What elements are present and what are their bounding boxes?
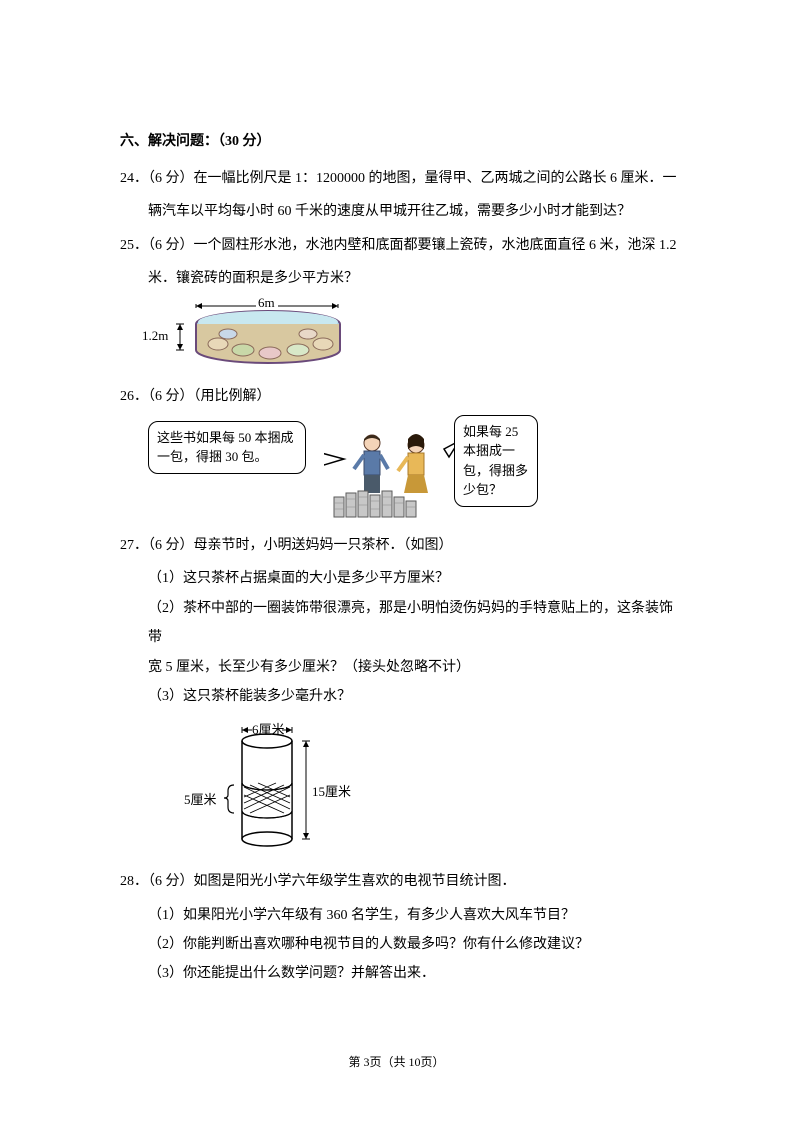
cup-top-label: 6厘米 (252, 719, 285, 738)
q24-line2: 辆汽车以平均每小时 60 千米的速度从甲城开往乙城，需要多少小时才能到达？ (120, 197, 683, 226)
question-28: 28．（6 分）如图是阳光小学六年级学生喜欢的电视节目统计图． (120, 867, 683, 896)
q27-sub2b: 宽 5 厘米，长至少有多少厘米？（接头处忽略不计） (120, 653, 683, 682)
figure-cup: 6厘米 15厘米 5厘米 (180, 717, 380, 857)
page-footer: 第 3页（共 10页） (0, 1053, 793, 1070)
question-25: 25．（6 分）一个圆柱形水池，水池内壁和底面都要镶上瓷砖，水池底面直径 6 米… (120, 231, 683, 260)
section-title: 六、解决问题：（30 分） (120, 130, 683, 150)
bubble-left: 这些书如果每 50 本捆成一包，得捆 30 包。 (148, 421, 306, 474)
q28-label: 28．（6 分） (120, 874, 194, 889)
q27-sub2a: （2）茶杯中部的一圈装饰带很漂亮，那是小明怕烫伤妈妈的手特意贴上的，这条装饰带 (120, 594, 683, 653)
q27-sub3: （3）这只茶杯能装多少毫升水？ (120, 682, 683, 711)
q28-sub1: （1）如果阳光小学六年级有 360 名学生，有多少人喜欢大风车节目？ (120, 901, 683, 930)
question-27: 27．（6 分）母亲节时，小明送妈妈一只茶杯．（如图） (120, 531, 683, 560)
pool-height-label: 1.2m (142, 328, 168, 344)
question-26: 26．（6 分）（用比例解） (120, 382, 683, 411)
figure-pool: 6m 1.2m (138, 298, 683, 376)
question-24: 24．（6 分）在一幅比例尺是 1：1200000 的地图，量得甲、乙两城之间的… (120, 164, 683, 193)
q27-sub1: （1）这只茶杯占据桌面的大小是多少平方厘米？ (120, 564, 683, 593)
q25-text1: 一个圆柱形水池，水池内壁和底面都要镶上瓷砖，水池底面直径 6 米，池深 1.2 (194, 238, 677, 253)
q28-text: 如图是阳光小学六年级学生喜欢的电视节目统计图． (194, 874, 516, 889)
people-svg (324, 421, 454, 521)
pool-width-label: 6m (258, 295, 275, 311)
q24-text1: 在一幅比例尺是 1：1200000 的地图，量得甲、乙两城之间的公路长 6 厘米… (194, 171, 677, 186)
cup-left-label: 5厘米 (184, 789, 217, 808)
pool-svg (138, 298, 368, 376)
q26-text: （用比例解） (194, 389, 271, 404)
q26-label: 26．（6 分） (120, 389, 194, 404)
q28-sub3: （3）你还能提出什么数学问题？并解答出来． (120, 959, 683, 988)
q27-text: 母亲节时，小明送妈妈一只茶杯．（如图） (194, 538, 453, 553)
cup-right-label: 15厘米 (312, 781, 351, 800)
figure-q26: 这些书如果每 50 本捆成一包，得捆 30 包。 如果每 25本捆成一包，得捆多… (134, 415, 683, 525)
q25-line2: 米．镶瓷砖的面积是多少平方米？ (120, 264, 683, 293)
q24-label: 24．（6 分） (120, 171, 194, 186)
q25-label: 25．（6 分） (120, 238, 194, 253)
q27-label: 27．（6 分） (120, 538, 194, 553)
q28-sub2: （2）你能判断出喜欢哪种电视节目的人数最多吗？你有什么修改建议？ (120, 930, 683, 959)
bubble-right: 如果每 25本捆成一包，得捆多少包？ (454, 415, 538, 507)
